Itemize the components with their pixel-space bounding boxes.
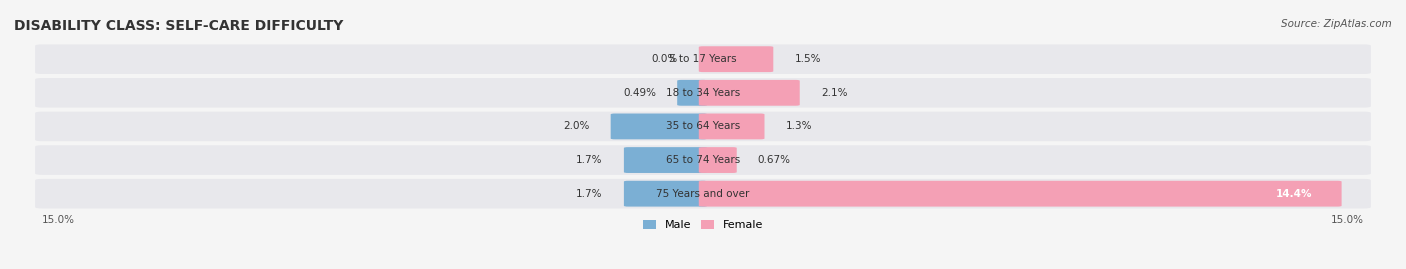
FancyBboxPatch shape bbox=[699, 46, 773, 72]
Text: 2.0%: 2.0% bbox=[564, 121, 589, 132]
FancyBboxPatch shape bbox=[624, 181, 707, 207]
Text: 15.0%: 15.0% bbox=[42, 215, 75, 225]
Text: 18 to 34 Years: 18 to 34 Years bbox=[666, 88, 740, 98]
FancyBboxPatch shape bbox=[624, 147, 707, 173]
FancyBboxPatch shape bbox=[35, 179, 1371, 208]
Text: Source: ZipAtlas.com: Source: ZipAtlas.com bbox=[1281, 19, 1392, 29]
Text: 0.49%: 0.49% bbox=[623, 88, 657, 98]
Text: 2.1%: 2.1% bbox=[821, 88, 848, 98]
Text: 0.67%: 0.67% bbox=[758, 155, 790, 165]
Text: 0.0%: 0.0% bbox=[651, 54, 678, 64]
FancyBboxPatch shape bbox=[699, 147, 737, 173]
Text: 5 to 17 Years: 5 to 17 Years bbox=[669, 54, 737, 64]
FancyBboxPatch shape bbox=[699, 80, 800, 106]
FancyBboxPatch shape bbox=[699, 114, 765, 139]
Text: 14.4%: 14.4% bbox=[1275, 189, 1312, 199]
FancyBboxPatch shape bbox=[35, 112, 1371, 141]
Text: 1.5%: 1.5% bbox=[794, 54, 821, 64]
Text: DISABILITY CLASS: SELF-CARE DIFFICULTY: DISABILITY CLASS: SELF-CARE DIFFICULTY bbox=[14, 19, 343, 33]
Legend: Male, Female: Male, Female bbox=[643, 220, 763, 231]
Text: 1.7%: 1.7% bbox=[576, 189, 603, 199]
FancyBboxPatch shape bbox=[35, 145, 1371, 175]
Text: 1.7%: 1.7% bbox=[576, 155, 603, 165]
Text: 65 to 74 Years: 65 to 74 Years bbox=[666, 155, 740, 165]
FancyBboxPatch shape bbox=[35, 78, 1371, 108]
Text: 75 Years and over: 75 Years and over bbox=[657, 189, 749, 199]
Text: 1.3%: 1.3% bbox=[786, 121, 813, 132]
FancyBboxPatch shape bbox=[35, 44, 1371, 74]
FancyBboxPatch shape bbox=[610, 114, 707, 139]
FancyBboxPatch shape bbox=[699, 181, 1341, 207]
FancyBboxPatch shape bbox=[678, 80, 707, 106]
Text: 15.0%: 15.0% bbox=[1331, 215, 1364, 225]
Text: 35 to 64 Years: 35 to 64 Years bbox=[666, 121, 740, 132]
